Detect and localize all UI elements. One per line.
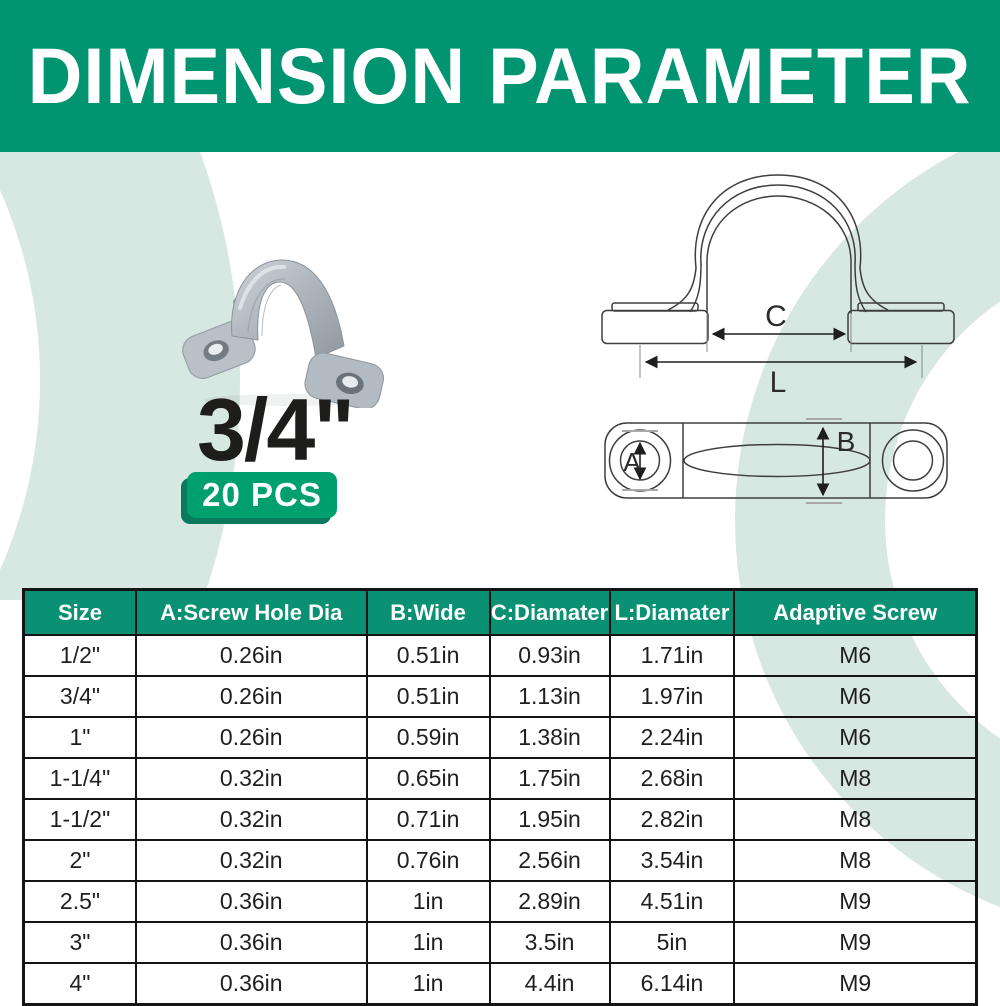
table-header-row: Size A:Screw Hole Dia B:Wide C:Diamater … [22,588,978,636]
strap-right-foot [304,352,385,408]
table-cell: 6.14in [608,962,736,1006]
table-cell: 1-1/2" [22,798,137,841]
table-cell: 3/4" [22,675,137,718]
col-header-l-diamater: L:Diamater [608,588,736,636]
col-header-c-diamater: C:Diamater [488,588,611,636]
product-size-label: 3/4" [196,380,355,479]
col-header-adaptive-screw: Adaptive Screw [733,588,978,636]
table-cell: M8 [733,798,978,841]
table-cell: 0.36in [134,880,368,923]
table-cell: 0.26in [134,675,368,718]
col-header-wide: B:Wide [365,588,491,636]
table-cell: 1.13in [488,675,611,718]
table-cell: 0.59in [365,716,491,759]
table-cell: 4.51in [608,880,736,923]
table-cell: 1in [365,962,491,1006]
table-cell: 3" [22,921,137,964]
table-cell: 3.5in [488,921,611,964]
table-cell: 4" [22,962,137,1006]
table-cell: M6 [733,716,978,759]
table-cell: 2.82in [608,798,736,841]
table-cell: M8 [733,757,978,800]
table-cell: 0.51in [365,634,491,677]
table-cell: M9 [733,921,978,964]
table-cell: 0.51in [365,675,491,718]
table-cell: M8 [733,839,978,882]
table-cell: 2.5" [22,880,137,923]
side-view-drawing [601,174,955,345]
table-row: 4" 0.36in 1in 4.4in 6.14in M9 [22,962,978,1006]
side-view-dimensions: C L [639,300,923,399]
dim-label-l: L [770,366,787,399]
table-row: 1" 0.26in 0.59in 1.38in 2.24in M6 [22,716,978,759]
table-cell: 1.38in [488,716,611,759]
table-cell: 0.32in [134,798,368,841]
table-cell: M6 [733,634,978,677]
table-cell: 0.65in [365,757,491,800]
table-cell: 1.97in [608,675,736,718]
bottom-view-drawing [604,422,948,499]
dim-label-b: B [837,426,856,457]
table-row: 1-1/2" 0.32in 0.71in 1.95in 2.82in M8 [22,798,978,841]
table-cell: 0.93in [488,634,611,677]
table-cell: M9 [733,962,978,1006]
table-cell: 1.75in [488,757,611,800]
table-cell: 1.95in [488,798,611,841]
table-cell: 2" [22,839,137,882]
table-cell: 0.36in [134,921,368,964]
table-cell: 1in [365,880,491,923]
table-body: 1/2" 0.26in 0.51in 0.93in 1.71in M6 3/4" 0.26in… [22,634,978,1006]
strap-arch [231,259,345,359]
table-row: 3/4" 0.26in 0.51in 1.13in 1.97in M6 [22,675,978,718]
table-cell: 2.56in [488,839,611,882]
table-cell: 0.32in [134,839,368,882]
quantity-badge: 20 PCS [187,472,337,518]
table-row: 3" 0.36in 1in 3.5in 5in M9 [22,921,978,964]
col-header-size: Size [22,588,137,636]
table-cell: 1" [22,716,137,759]
table-cell: 5in [608,921,736,964]
table-row: 2.5" 0.36in 1in 2.89in 4.51in M9 [22,880,978,923]
table-cell: 1-1/4" [22,757,137,800]
col-header-screw-hole-dia: A:Screw Hole Dia [134,588,368,636]
table-cell: 0.36in [134,962,368,1006]
table-cell: 4.4in [488,962,611,1006]
table-cell: 2.24in [608,716,736,759]
page-title: DIMENSION PARAMETER [28,31,972,120]
table-cell: 0.76in [365,839,491,882]
table-cell: M9 [733,880,978,923]
table-cell: M6 [733,675,978,718]
table-cell: 3.54in [608,839,736,882]
table-row: 1/2" 0.26in 0.51in 0.93in 1.71in M6 [22,634,978,677]
table-cell: 0.26in [134,716,368,759]
table-cell: 0.71in [365,798,491,841]
table-cell: 1/2" [22,634,137,677]
table-cell: 0.26in [134,634,368,677]
title-banner: DIMENSION PARAMETER [0,0,1000,152]
table-cell: 0.32in [134,757,368,800]
dim-label-a: A [623,447,641,477]
dimension-table: Size A:Screw Hole Dia B:Wide C:Diamater … [22,588,978,1006]
table-row: 1-1/4" 0.32in 0.65in 1.75in 2.68in M8 [22,757,978,800]
table-row: 2" 0.32in 0.76in 2.56in 3.54in M8 [22,839,978,882]
table-cell: 1in [365,921,491,964]
table-cell: 1.71in [608,634,736,677]
table-cell: 2.89in [488,880,611,923]
bottom-view-dimensions: A B [622,418,856,504]
dim-label-c: C [765,300,787,333]
table-cell: 2.68in [608,757,736,800]
